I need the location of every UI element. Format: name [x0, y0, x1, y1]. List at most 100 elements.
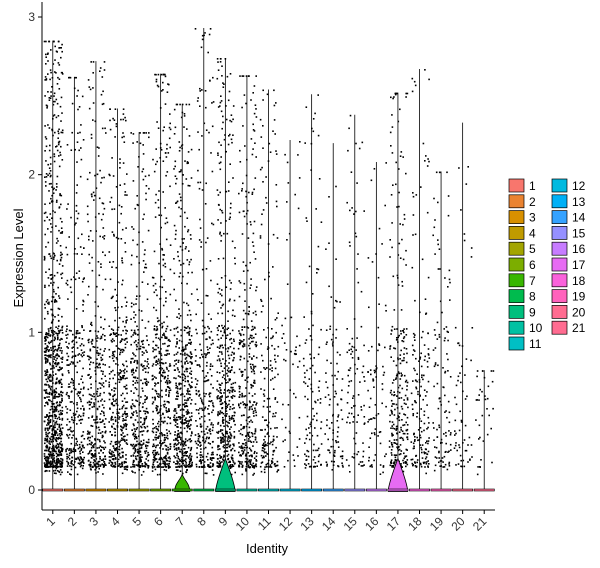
data-point-5: [135, 428, 138, 431]
data-point-15: [360, 409, 363, 411]
data-point-10: [255, 465, 258, 468]
data-point-7: [189, 454, 191, 457]
data-point-10: [238, 451, 240, 454]
data-point-2: [83, 407, 85, 410]
data-point-3: [92, 454, 94, 456]
data-point-7: [178, 436, 181, 439]
data-point-1: [51, 128, 53, 131]
data-point-4: [109, 393, 111, 395]
data-point-15: [357, 253, 359, 255]
data-point-7: [186, 282, 188, 285]
data-point-6: [157, 85, 160, 88]
data-point-11: [269, 364, 272, 367]
data-point-13: [311, 364, 314, 367]
data-point-4: [113, 400, 115, 402]
data-point-1: [53, 454, 55, 457]
data-point-4: [123, 460, 126, 463]
data-point-6: [162, 129, 164, 132]
data-point-3: [86, 178, 89, 181]
data-point-13: [315, 208, 317, 210]
data-point-10: [253, 372, 256, 375]
data-point-14: [341, 464, 344, 467]
data-point-13: [303, 316, 305, 318]
data-point-5: [145, 398, 148, 400]
data-point-4: [122, 426, 125, 429]
data-point-5: [142, 260, 145, 262]
data-point-2: [77, 354, 79, 356]
data-point-10: [239, 394, 241, 396]
data-point-1: [61, 397, 63, 400]
data-point-9: [220, 400, 222, 402]
data-point-9: [234, 381, 237, 384]
data-point-5: [145, 349, 147, 352]
data-point-6: [158, 372, 161, 374]
data-point-3: [99, 337, 102, 340]
data-point-6: [169, 122, 171, 125]
data-point-1: [49, 202, 51, 205]
data-point-9: [220, 144, 222, 146]
data-point-7: [185, 368, 187, 371]
data-point-14: [341, 457, 344, 460]
data-point-6: [157, 362, 159, 365]
data-point-7: [186, 439, 189, 442]
data-point-9: [223, 439, 225, 442]
data-point-8: [209, 347, 211, 349]
data-point-7: [185, 452, 187, 455]
data-point-7: [190, 457, 192, 459]
data-point-1: [55, 326, 57, 328]
data-point-1: [55, 189, 57, 191]
data-point-6: [166, 171, 169, 173]
data-point-1: [52, 420, 55, 422]
data-point-10: [252, 412, 255, 414]
data-point-5: [145, 444, 147, 447]
data-point-6: [153, 325, 156, 327]
data-point-6: [164, 152, 167, 154]
data-point-2: [72, 362, 74, 365]
data-point-14: [327, 449, 329, 451]
data-point-2: [68, 236, 70, 238]
data-point-5: [143, 346, 145, 349]
data-point-6: [165, 156, 168, 158]
data-point-1: [52, 63, 55, 65]
data-point-3: [103, 237, 105, 240]
data-point-7: [187, 446, 190, 449]
data-point-9: [229, 371, 232, 373]
data-point-12: [298, 438, 301, 440]
data-point-9: [220, 110, 223, 113]
data-point-3: [102, 288, 104, 291]
data-point-6: [158, 319, 160, 322]
data-point-10: [255, 313, 257, 316]
data-point-14: [335, 258, 337, 260]
data-point-10: [251, 395, 254, 397]
data-point-7: [184, 346, 187, 348]
data-point-11: [270, 466, 273, 468]
data-point-4: [126, 433, 129, 436]
data-point-9: [227, 389, 230, 391]
data-point-6: [151, 467, 154, 469]
data-point-10: [246, 458, 249, 460]
data-point-4: [120, 212, 122, 215]
data-point-4: [117, 326, 120, 329]
data-point-1: [54, 417, 57, 419]
data-point-10: [247, 433, 250, 436]
data-point-2: [68, 329, 71, 332]
data-point-9: [219, 448, 221, 450]
data-point-4: [124, 296, 127, 299]
data-point-1: [61, 427, 64, 429]
data-point-8: [204, 441, 206, 444]
data-point-3: [96, 335, 98, 337]
data-point-5: [130, 318, 132, 320]
data-point-9: [233, 357, 235, 359]
data-point-2: [83, 462, 85, 464]
data-point-8: [200, 349, 202, 351]
data-point-10: [245, 465, 248, 468]
data-point-6: [163, 460, 166, 463]
data-point-8: [200, 460, 202, 462]
data-point-7: [190, 357, 192, 360]
data-point-1: [52, 365, 55, 367]
data-point-6: [151, 396, 154, 399]
data-point-9: [219, 410, 222, 412]
data-point-11: [277, 355, 279, 357]
data-point-11: [265, 466, 268, 468]
data-point-3: [97, 432, 100, 434]
